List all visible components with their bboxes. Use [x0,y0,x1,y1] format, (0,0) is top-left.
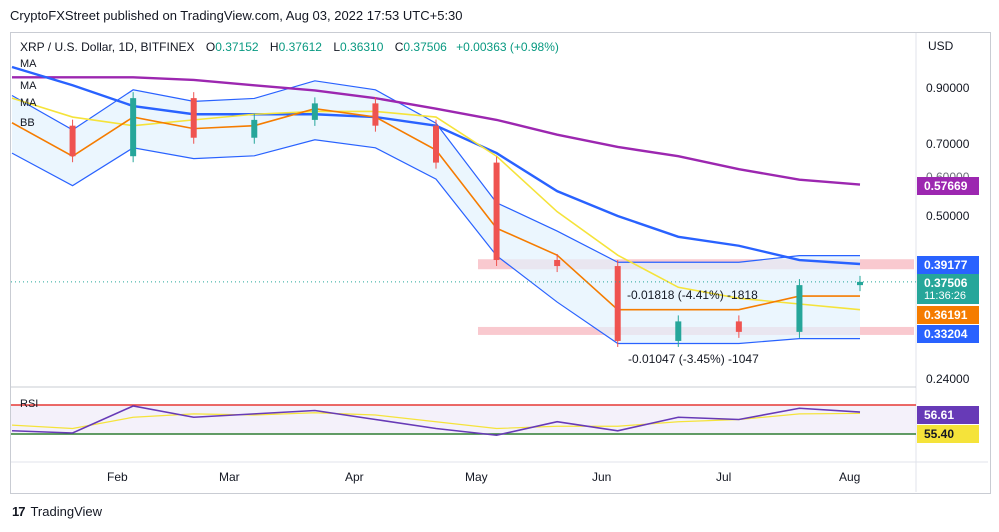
indicator-bb[interactable]: BB [20,117,35,129]
bb-band-fill [12,80,860,344]
close-value: 0.37506 [403,40,447,54]
candle-body [311,103,318,120]
candle-body [130,98,137,157]
candle-body [614,266,621,341]
candle-body [190,98,197,138]
brand-name: TradingView [30,504,103,519]
symbol-legend: XRP / U.S. Dollar, 1D, BITFINEX O0.37152… [20,40,559,54]
ma-200-line [12,76,861,186]
ma-50-line [11,97,861,311]
symbol-name: XRP / U.S. Dollar, 1D, BITFINEX [20,40,195,54]
tick-label: 0.90000 [926,81,970,95]
rsi-value-label: 56.61 [917,406,979,424]
rsi-label[interactable]: RSI [20,398,39,410]
x-axis-label: Mar [219,470,240,484]
tradingview-brand[interactable]: 17 TradingView [12,504,102,519]
indicator-ma-1[interactable]: MA [20,58,37,70]
bb-lower-line [11,139,860,345]
rsi-ma-line [11,412,861,430]
current-price: 0.37506 [924,276,968,290]
high-label: H [269,40,279,54]
tick-label: 0.50000 [926,209,970,223]
candle-body [796,285,803,332]
price-label-resistance: 0.39177 [917,256,979,274]
tick-label: 0.70000 [926,137,970,151]
x-axis-label: Apr [345,470,364,484]
tick-label: 0.24000 [926,372,970,386]
x-axis-label: Aug [839,470,861,484]
price-label-current: 0.37506 11:36:26 [917,274,979,304]
rsi-line [11,405,861,437]
currency-label: USD [928,39,954,53]
high-value: 0.37612 [278,40,322,54]
candle-body [554,260,561,267]
x-axis-label: Jun [592,470,612,484]
low-label: L [333,40,341,54]
x-axis-label: May [465,470,488,484]
candle-body [857,281,863,286]
rsi-band [11,405,916,434]
price-label-ma200: 0.57669 [917,177,979,195]
published-line: CryptoFXStreet published on TradingView.… [10,8,463,23]
indicator-ma-3[interactable]: MA [20,97,37,109]
open-value: 0.37152 [215,40,259,54]
candle-body [493,162,500,261]
tradingview-logo-icon: 17 [12,504,26,519]
rsi-ma-value-label: 55.40 [917,425,979,443]
bar-countdown: 11:36:26 [924,290,967,302]
x-axis-label: Feb [107,470,128,484]
measure-annotation-lower: -0.01047 (-3.45%) -1047 [628,352,759,366]
x-axis-label: Jul [716,470,732,484]
change-value: +0.00363 (+0.98%) [456,40,559,54]
candle-body [69,125,76,157]
indicator-ma-2[interactable]: MA [20,80,37,92]
candle-body [433,125,439,163]
close-label: C [394,40,404,54]
candle-body [735,321,742,332]
price-label-support: 0.33204 [917,325,979,343]
candle-body [251,119,258,138]
candle-body [372,103,379,126]
candle-body [675,321,682,341]
open-label: O [205,40,216,54]
price-label-bb-mid: 0.36191 [917,306,979,324]
low-value: 0.36310 [340,40,384,54]
measure-annotation-upper: -0.01818 (-4.41%) -1818 [627,288,758,302]
